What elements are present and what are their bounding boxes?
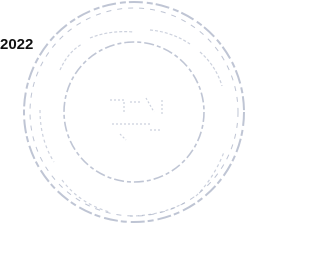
stamp — [0, 0, 246, 255]
page: {"document": {"year": "2022"}} 2022 (() … — [0, 0, 246, 255]
stamp-smudges — [40, 30, 224, 216]
year: 2022 — [0, 36, 33, 54]
stamp-outer-ring-inner — [30, 8, 238, 216]
stamp-rings — [24, 2, 244, 222]
stamp-outer-ring — [24, 2, 244, 222]
stamp-center-smudge — [110, 98, 162, 140]
stamp-inner-ring — [64, 42, 204, 182]
stamp-text-smudge — [60, 30, 222, 86]
